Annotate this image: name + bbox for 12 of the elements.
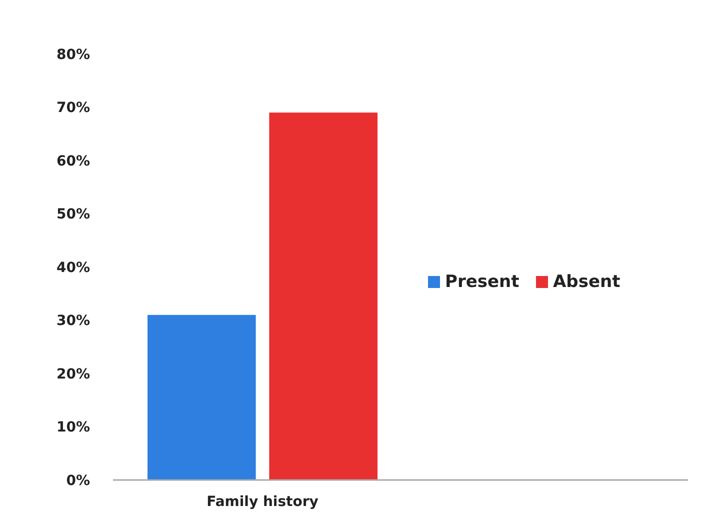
y-tick-label: 50% [56, 206, 90, 223]
y-tick-label: 30% [56, 313, 90, 330]
y-tick-label: 70% [56, 100, 90, 116]
legend-label: Absent [553, 272, 620, 292]
y-tick-label: 10% [56, 420, 90, 436]
y-tick-label: 80% [56, 46, 90, 63]
y-tick-label: 20% [56, 366, 90, 382]
x-tick-label: Family history [206, 494, 318, 510]
y-tick-label: 0% [66, 472, 90, 489]
y-tick-label: 60% [56, 153, 90, 170]
y-tick-label: 40% [56, 260, 90, 276]
legend-label: Present [445, 272, 520, 292]
